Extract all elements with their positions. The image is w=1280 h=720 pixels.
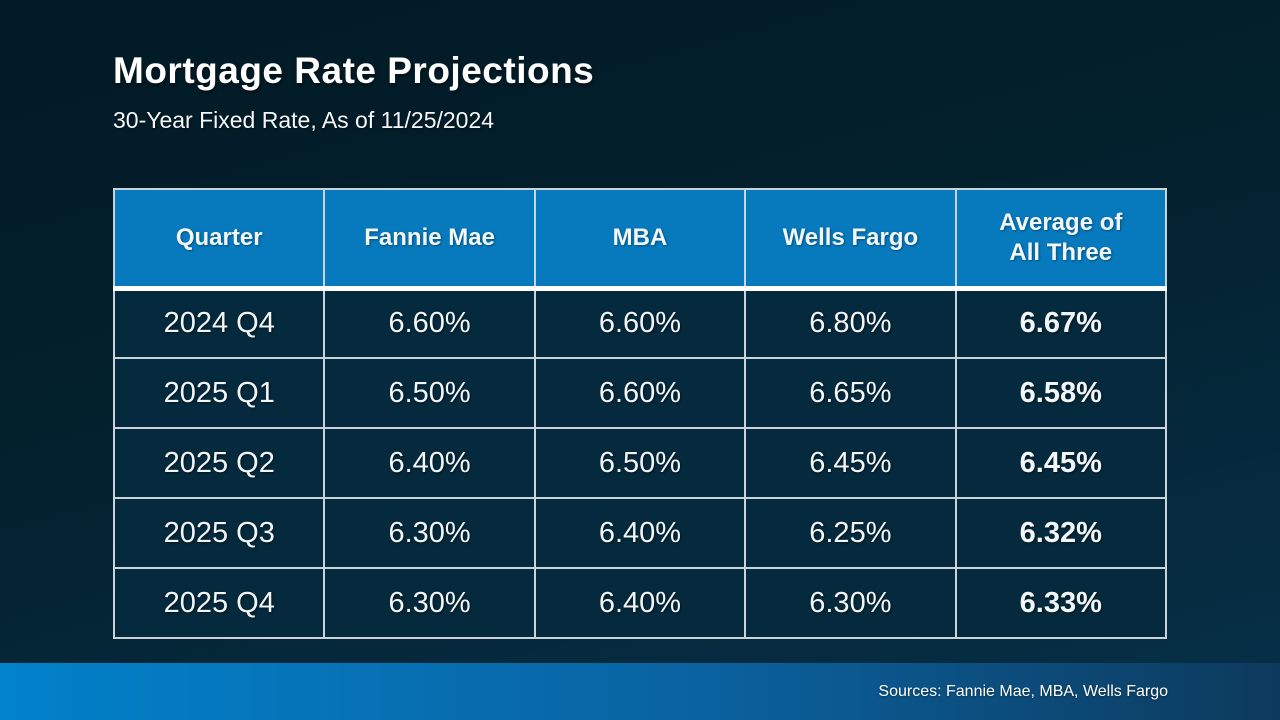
rate-cell: 6.25% [744, 497, 957, 569]
quarter-cell: 2024 Q4 [112, 287, 326, 359]
table-body: 2024 Q4 6.60% 6.60% 6.80% 6.67% 2025 Q1 6.50% 6… [112, 287, 1168, 639]
rate-cell: 6.60% [533, 287, 747, 359]
rate-cell: 6.30% [744, 567, 957, 639]
rate-cell: 6.60% [323, 287, 536, 359]
table-row: 2025 Q1 6.50% 6.60% 6.65% 6.58% [112, 357, 1168, 429]
rate-cell: 6.60% [533, 357, 747, 429]
average-cell: 6.45% [954, 427, 1168, 499]
column-header: Fannie Mae [323, 188, 536, 291]
rate-cell: 6.30% [323, 567, 536, 639]
footer-bar: Sources: Fannie Mae, MBA, Wells Fargo [0, 663, 1280, 720]
average-cell: 6.58% [954, 357, 1168, 429]
rate-cell: 6.30% [323, 497, 536, 569]
table-row: 2025 Q2 6.40% 6.50% 6.45% 6.45% [112, 427, 1168, 499]
column-header: Quarter [112, 188, 326, 291]
column-header: Average of All Three [954, 188, 1168, 291]
rate-cell: 6.40% [323, 427, 536, 499]
rate-cell: 6.50% [323, 357, 536, 429]
sources-text: Sources: Fannie Mae, MBA, Wells Fargo [878, 682, 1168, 700]
page-subtitle: 30-Year Fixed Rate, As of 11/25/2024 [113, 107, 495, 133]
average-cell: 6.32% [954, 497, 1168, 569]
table-header-row: Quarter Fannie Mae MBA Wells Fargo Average o… [112, 188, 1168, 291]
rate-cell: 6.45% [744, 427, 957, 499]
quarter-cell: 2025 Q1 [112, 357, 326, 429]
column-header: Wells Fargo [744, 188, 957, 291]
rate-cell: 6.65% [744, 357, 957, 429]
table-row: 2024 Q4 6.60% 6.60% 6.80% 6.67% [112, 287, 1168, 359]
column-header: MBA [533, 188, 747, 291]
average-cell: 6.67% [954, 287, 1168, 359]
quarter-cell: 2025 Q2 [112, 427, 326, 499]
rate-cell: 6.50% [533, 427, 747, 499]
table-row: 2025 Q3 6.30% 6.40% 6.25% 6.32% [112, 497, 1168, 569]
rate-cell: 6.40% [533, 567, 747, 639]
quarter-cell: 2025 Q3 [112, 497, 326, 569]
page-title: Mortgage Rate Projections [113, 50, 595, 91]
rate-cell: 6.40% [533, 497, 747, 569]
table-row: 2025 Q4 6.30% 6.40% 6.30% 6.33% [112, 567, 1168, 639]
quarter-cell: 2025 Q4 [112, 567, 326, 639]
rate-cell: 6.80% [744, 287, 957, 359]
average-cell: 6.33% [954, 567, 1168, 639]
projections-table: Quarter Fannie Mae MBA Wells Fargo Average o… [112, 188, 1168, 639]
